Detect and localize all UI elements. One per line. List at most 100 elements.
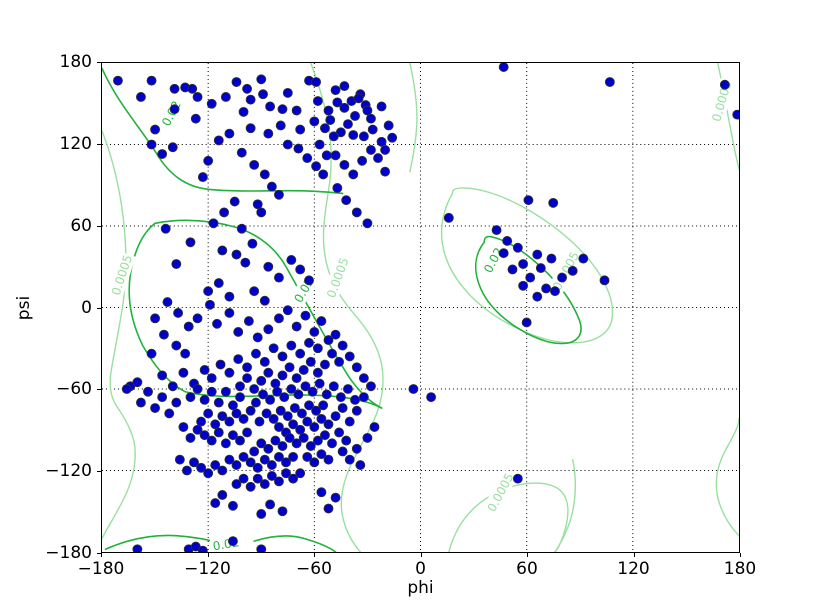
data-point <box>284 432 295 443</box>
data-point <box>309 422 320 432</box>
data-point <box>362 105 373 116</box>
data-point <box>288 419 299 430</box>
data-point <box>178 422 189 432</box>
data-point <box>325 115 336 125</box>
data-point <box>350 394 360 405</box>
data-point <box>231 479 242 490</box>
data-point <box>208 218 219 229</box>
data-point <box>185 432 196 443</box>
data-point <box>282 87 293 98</box>
data-point <box>321 150 332 161</box>
contour-label-backdrop <box>322 254 353 301</box>
data-point <box>235 392 245 403</box>
contour-label: 0.02 <box>478 242 508 278</box>
data-point <box>266 460 277 470</box>
data-point <box>265 101 276 112</box>
data-point <box>297 408 307 419</box>
contour-label: 0.02 <box>156 96 186 131</box>
data-point <box>376 136 387 147</box>
data-point <box>199 430 210 441</box>
data-point <box>252 199 263 210</box>
contour-line-0-02 <box>128 222 186 393</box>
data-point <box>293 389 304 400</box>
data-point <box>249 286 260 297</box>
data-point <box>210 419 221 430</box>
data-point <box>235 435 245 446</box>
data-point <box>302 451 313 462</box>
data-point <box>132 377 143 388</box>
contour-line-0-0005 <box>102 130 136 540</box>
data-point <box>288 451 299 462</box>
data-point <box>181 465 192 476</box>
data-point <box>366 381 376 392</box>
y-tick-label: 60 <box>70 215 92 236</box>
data-point <box>320 430 330 441</box>
data-point <box>266 181 277 192</box>
data-point <box>344 351 355 362</box>
data-point <box>224 128 235 139</box>
data-point <box>187 83 198 94</box>
data-point <box>162 297 173 307</box>
x-tick-mark <box>207 553 209 557</box>
data-point <box>293 143 304 154</box>
data-point <box>305 441 316 451</box>
data-point <box>355 460 366 470</box>
data-point <box>532 249 543 260</box>
data-point <box>305 356 316 367</box>
data-point <box>121 384 132 394</box>
data-point <box>275 120 286 131</box>
data-point <box>274 272 284 283</box>
data-point <box>362 218 373 229</box>
data-point <box>251 348 261 359</box>
data-point <box>334 427 345 438</box>
data-point <box>217 245 228 256</box>
data-point <box>312 343 323 354</box>
data-point <box>238 106 249 117</box>
data-point <box>351 207 362 218</box>
data-point <box>238 473 249 484</box>
data-point <box>323 335 334 346</box>
data-point <box>157 392 168 403</box>
data-point <box>567 265 578 276</box>
data-point <box>263 324 274 335</box>
data-point <box>231 408 242 419</box>
data-point <box>247 238 258 249</box>
data-point <box>312 96 323 106</box>
y-tick-mark <box>97 62 101 63</box>
data-point <box>160 223 171 234</box>
contour-line-0-0005 <box>310 63 384 552</box>
data-point <box>213 427 224 438</box>
data-point <box>231 77 242 87</box>
data-point <box>327 438 337 449</box>
y-tick-mark <box>97 553 101 554</box>
x-tick-mark <box>314 553 315 557</box>
x-axis-label: phi <box>407 578 434 598</box>
data-point <box>323 105 334 116</box>
y-tick-mark <box>97 471 101 473</box>
data-point <box>512 473 523 484</box>
data-point <box>220 386 231 397</box>
data-point <box>550 286 560 297</box>
data-point <box>546 253 557 264</box>
contour-line-0-0005 <box>409 63 418 173</box>
data-point <box>535 263 546 274</box>
data-point <box>259 295 270 306</box>
x-tick-mark <box>527 553 528 557</box>
data-point <box>341 195 352 206</box>
data-point <box>150 124 161 135</box>
data-point <box>192 424 203 435</box>
data-point <box>304 275 314 286</box>
data-point <box>578 253 589 264</box>
x-tick-label: 0 <box>415 559 426 579</box>
data-point <box>521 317 532 328</box>
data-point <box>135 397 146 408</box>
data-point <box>180 348 191 359</box>
data-point <box>228 500 238 511</box>
data-point <box>291 105 302 116</box>
data-point <box>599 275 610 286</box>
data-point <box>243 316 254 327</box>
data-point <box>132 544 143 552</box>
data-point <box>284 362 295 373</box>
x-tick-mark <box>740 553 741 557</box>
data-point <box>159 329 169 340</box>
